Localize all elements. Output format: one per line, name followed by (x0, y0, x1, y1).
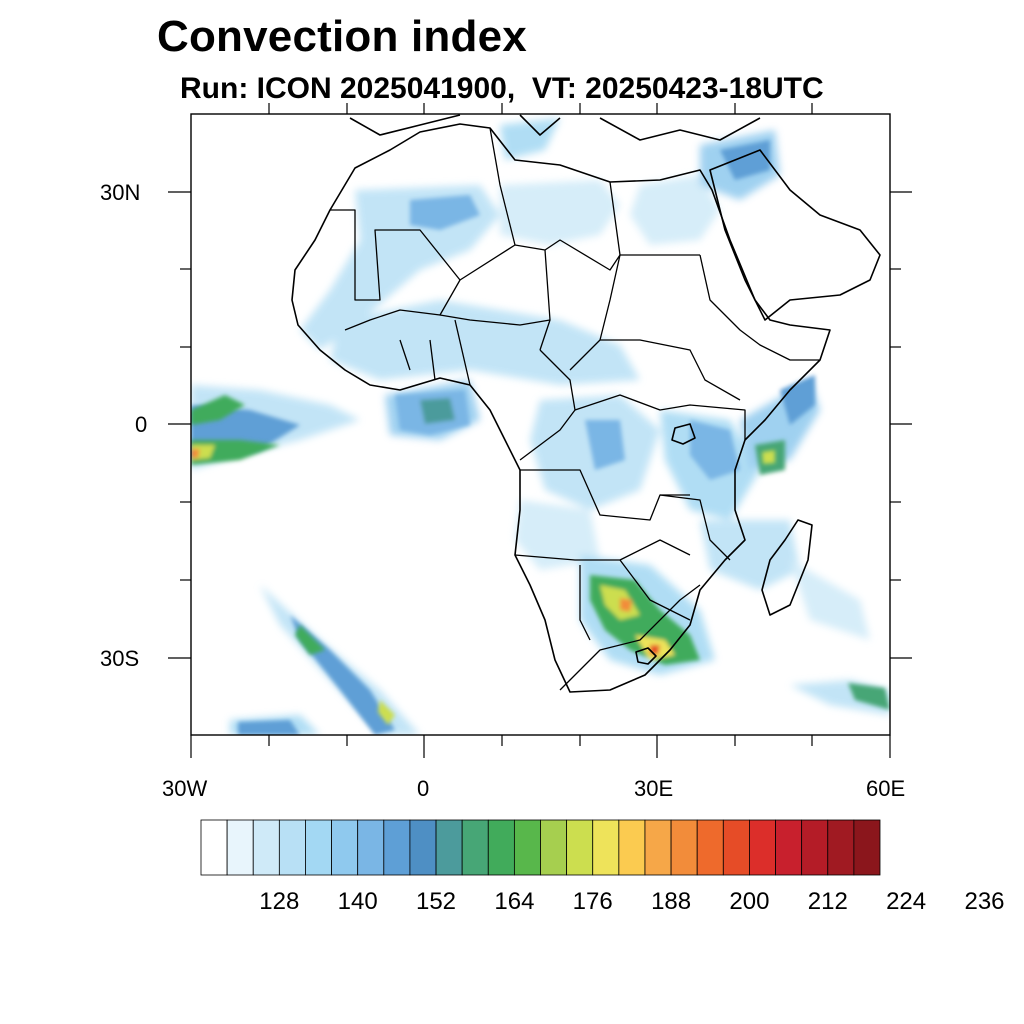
colorbar-label: 188 (651, 888, 692, 915)
colorbar-swatch (487, 819, 515, 876)
convection-field (191, 114, 890, 735)
chart-subtitle: Run: ICON 2025041900, VT: 20250423-18UTC (180, 72, 824, 105)
colorbar-swatch (670, 819, 698, 876)
lat-label-30s: 30S (100, 646, 140, 671)
colorbar (200, 819, 881, 876)
core-somalia (780, 375, 815, 425)
colorbar-swatch (305, 819, 332, 876)
chart-title: Convection index (157, 12, 527, 61)
colorbar-swatch (775, 819, 803, 876)
africa-coastline (291, 123, 831, 693)
colorbar-swatch (749, 819, 776, 876)
colorbar-swatch (409, 819, 437, 876)
colorbar-label: 128 (259, 888, 300, 915)
colorbar-swatch (252, 819, 280, 876)
colorbar-label: 152 (415, 888, 457, 915)
colorbar-label: 176 (572, 888, 613, 915)
core-atlantic-orange (191, 449, 200, 458)
lesotho (635, 647, 657, 665)
axis-ticks (168, 103, 912, 758)
colorbar-label: 164 (494, 888, 535, 915)
country-borders (330, 127, 820, 691)
colorbar-label: 236 (964, 888, 1005, 915)
field-madagascar-east (790, 560, 870, 640)
core-kenya-yellow (762, 450, 775, 464)
core-atlantic-green (191, 395, 245, 425)
lon-label-30w: 30W (162, 776, 208, 801)
core-sahara (410, 195, 480, 230)
field-angola (515, 500, 600, 570)
field-sahel (330, 300, 640, 385)
madagascar-coastline (761, 519, 813, 616)
colorbar-swatch (592, 819, 620, 876)
colorbar-swatch (827, 819, 855, 876)
core-south-africa-orange (620, 598, 632, 612)
field-sahara-central (500, 180, 620, 245)
arabia-coastline (709, 149, 881, 321)
field-nile (630, 175, 720, 245)
colorbar-swatch (696, 819, 724, 876)
colorbar-label: 224 (886, 888, 927, 915)
colorbar-swatch (435, 819, 463, 876)
colorbar-swatch (853, 819, 881, 876)
colorbar-swatch (618, 819, 646, 876)
colorbar-swatch (278, 819, 306, 876)
colorbar-label: 212 (807, 888, 848, 915)
lat-label-30n: 30N (100, 180, 141, 205)
lon-label-30e: 30E (634, 776, 674, 801)
field-mediterranean (500, 118, 560, 160)
core-south-atlantic-yellow (378, 700, 395, 725)
europe-coastline (349, 114, 761, 141)
colorbar-label: 140 (337, 888, 378, 915)
colorbar-swatch (513, 819, 541, 876)
core-south-west-corner (238, 720, 300, 735)
colorbar-swatch (540, 819, 568, 876)
lat-label-0: 0 (135, 412, 148, 437)
colorbar-swatch (226, 819, 254, 876)
core-east-africa (690, 420, 740, 480)
lake-victoria (671, 423, 696, 445)
colorbar-swatch (722, 819, 750, 876)
colorbar-swatch (383, 819, 411, 876)
core-levant (720, 140, 770, 180)
core-south-atlantic-green (295, 625, 325, 655)
colorbar-swatch (200, 819, 228, 876)
core-guinea-inner (420, 398, 455, 424)
coastlines (291, 114, 881, 693)
core-congo (585, 420, 625, 470)
colorbar-swatch (331, 819, 359, 876)
colorbar-swatch (461, 819, 489, 876)
core-south-indian (848, 683, 890, 710)
colorbar-label: 200 (729, 888, 770, 915)
colorbar-swatch (801, 819, 829, 876)
colorbar-swatch (644, 819, 672, 876)
lon-label-0: 0 (417, 776, 430, 801)
colorbar-swatch (357, 819, 385, 876)
colorbar-swatch (566, 819, 594, 876)
lon-label-60e: 60E (866, 776, 906, 801)
field-mozambique (700, 520, 800, 590)
